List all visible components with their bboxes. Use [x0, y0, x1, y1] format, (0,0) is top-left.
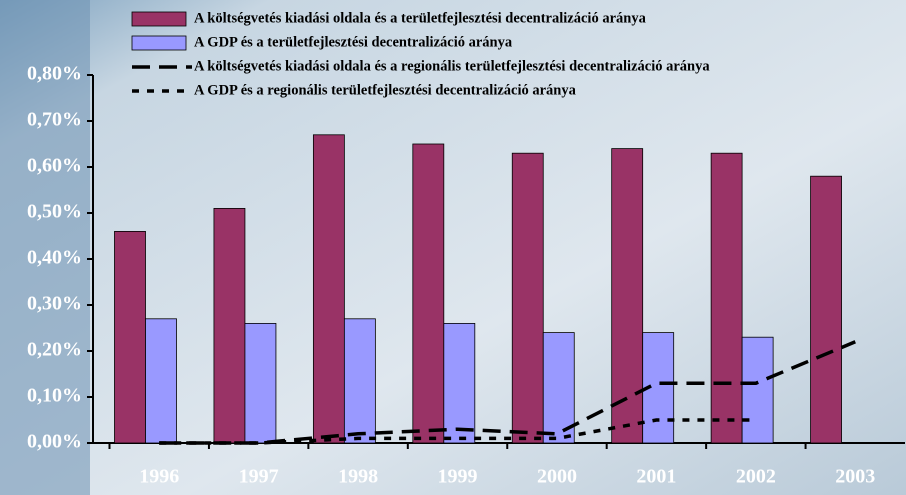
- legend-label: A GDP és a regionális területfejlesztési…: [194, 82, 577, 98]
- legend-label: A GDP és a területfejlesztési decentrali…: [194, 34, 513, 50]
- x-tick-label: 1998: [338, 466, 378, 488]
- bar: [811, 176, 842, 443]
- y-tick-label: 0,30%: [27, 293, 82, 315]
- y-tick-label: 0,60%: [27, 155, 82, 177]
- legend-label: A költségvetés kiadási oldala és a terül…: [194, 10, 647, 26]
- legend-label: A költségvetés kiadási oldala és a regio…: [194, 58, 710, 74]
- bar: [413, 144, 444, 443]
- x-tick-label: 1999: [438, 466, 478, 488]
- y-tick-label: 0,10%: [27, 385, 82, 407]
- x-tick-label: 2000: [537, 466, 577, 488]
- x-tick-label: 2002: [736, 466, 776, 488]
- y-tick-label: 0,80%: [27, 63, 82, 85]
- bar: [512, 153, 543, 443]
- bar: [115, 231, 146, 443]
- x-tick-label: 1996: [139, 466, 179, 488]
- y-tick-label: 0,20%: [27, 339, 82, 361]
- x-tick-label: 1997: [239, 466, 279, 488]
- bar: [711, 153, 742, 443]
- bar: [214, 208, 245, 443]
- x-tick-label: 2001: [636, 466, 676, 488]
- legend-swatch: [132, 36, 186, 50]
- y-tick-label: 0,70%: [27, 109, 82, 131]
- bar: [313, 135, 344, 443]
- legend-swatch: [132, 12, 186, 26]
- bar: [444, 323, 475, 443]
- bar: [245, 323, 276, 443]
- bar: [742, 337, 773, 443]
- bar: [146, 319, 177, 443]
- bar: [344, 319, 375, 443]
- y-tick-label: 0,40%: [27, 247, 82, 269]
- x-tick-label: 2003: [835, 466, 875, 488]
- chart: 0,00% 0,10% 0,20% 0,30% 0,40% 0,50% 0,60% 0,70%…: [0, 0, 906, 495]
- y-tick-label: 0,50%: [27, 201, 82, 223]
- y-tick-label: 0,00%: [27, 431, 82, 453]
